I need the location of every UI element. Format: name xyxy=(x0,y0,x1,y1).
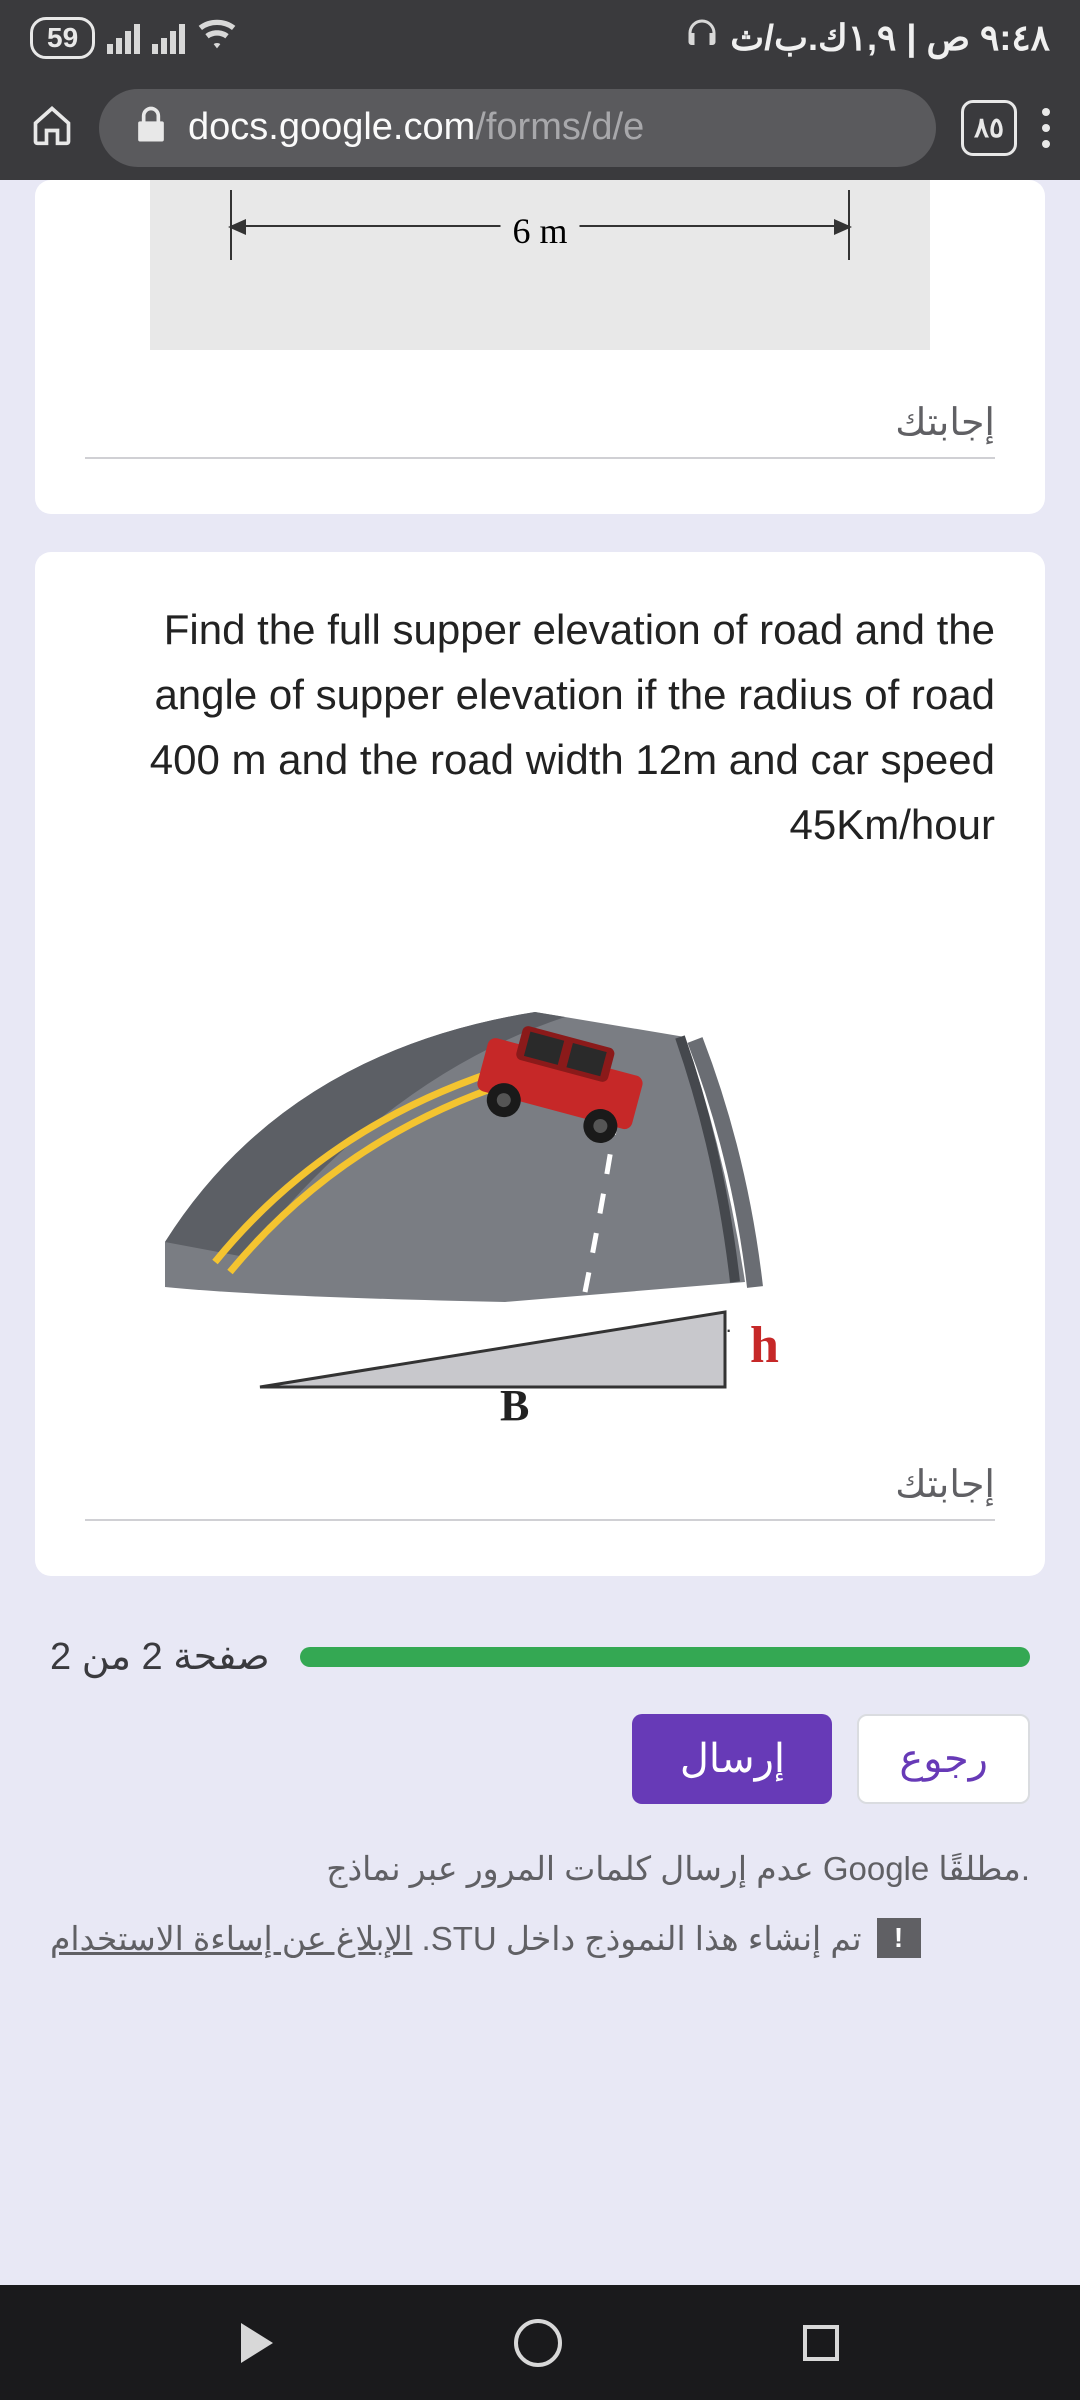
road-figure: h B · xyxy=(165,892,915,1422)
question-card-1: 6 m إجابتك xyxy=(35,180,1045,514)
lock-icon xyxy=(129,103,173,152)
label-B: B xyxy=(500,1381,529,1422)
report-icon[interactable]: ! xyxy=(877,1918,921,1958)
headphone-icon xyxy=(684,15,720,60)
nav-buttons: رجوع إرسال xyxy=(35,1704,1045,1839)
status-right: ٩:٤٨ ص | ١,٩ك.ب/ث xyxy=(684,15,1050,60)
form-footer: ! تم إنشاء هذا النموذج داخل STU. الإبلاغ… xyxy=(35,1898,1045,1978)
url-bar[interactable]: docs.google.com/forms/d/e xyxy=(99,89,936,167)
progress-row: صفحة 2 من 2 xyxy=(35,1614,1045,1704)
dimension-diagram: 6 m xyxy=(150,180,930,350)
signal-icon xyxy=(107,22,140,54)
android-nav-bar xyxy=(0,2285,1080,2400)
dimension-label: 6 m xyxy=(500,210,579,252)
wifi-icon xyxy=(197,15,237,60)
svg-text:·: · xyxy=(725,1317,732,1342)
answer-input-2[interactable]: إجابتك xyxy=(85,1462,995,1521)
url-host: docs.google.com xyxy=(188,106,475,148)
status-left: 59 xyxy=(30,15,237,60)
battery-indicator: 59 xyxy=(30,17,95,59)
progress-label: صفحة 2 من 2 xyxy=(50,1634,270,1679)
status-time: ٩:٤٨ ص | ١,٩ك.ب/ث xyxy=(730,17,1050,59)
password-warning: عدم إرسال كلمات المرور عبر نماذج Google … xyxy=(35,1839,1045,1898)
home-icon[interactable] xyxy=(30,103,74,152)
label-h: h xyxy=(750,1317,779,1374)
question-text: Find the full supper elevation of road a… xyxy=(85,597,995,857)
made-in-text: تم إنشاء هذا النموذج داخل STU. xyxy=(422,1920,862,1957)
signal-icon-2 xyxy=(152,22,185,54)
nav-back-icon[interactable] xyxy=(241,2323,273,2363)
status-bar: 59 ٩:٤٨ ص | ١,٩ك.ب/ث xyxy=(0,0,1080,75)
back-button[interactable]: رجوع xyxy=(857,1714,1030,1804)
report-abuse-link[interactable]: الإبلاغ عن إساءة الاستخدام xyxy=(50,1920,412,1957)
url-text: docs.google.com/forms/d/e xyxy=(188,106,644,149)
nav-recent-icon[interactable] xyxy=(803,2325,839,2361)
page-content: 6 m إجابتك Find the full supper elevatio… xyxy=(0,180,1080,2285)
more-menu-icon[interactable] xyxy=(1042,108,1050,148)
nav-home-icon[interactable] xyxy=(514,2319,562,2367)
tabs-button[interactable]: ٨٥ xyxy=(961,100,1017,156)
answer-input[interactable]: إجابتك xyxy=(85,400,995,459)
submit-button[interactable]: إرسال xyxy=(632,1714,832,1804)
question-card-2: Find the full supper elevation of road a… xyxy=(35,552,1045,1576)
url-path: /forms/d/e xyxy=(475,106,644,148)
browser-toolbar: docs.google.com/forms/d/e ٨٥ xyxy=(0,75,1080,180)
progress-bar xyxy=(300,1647,1030,1667)
